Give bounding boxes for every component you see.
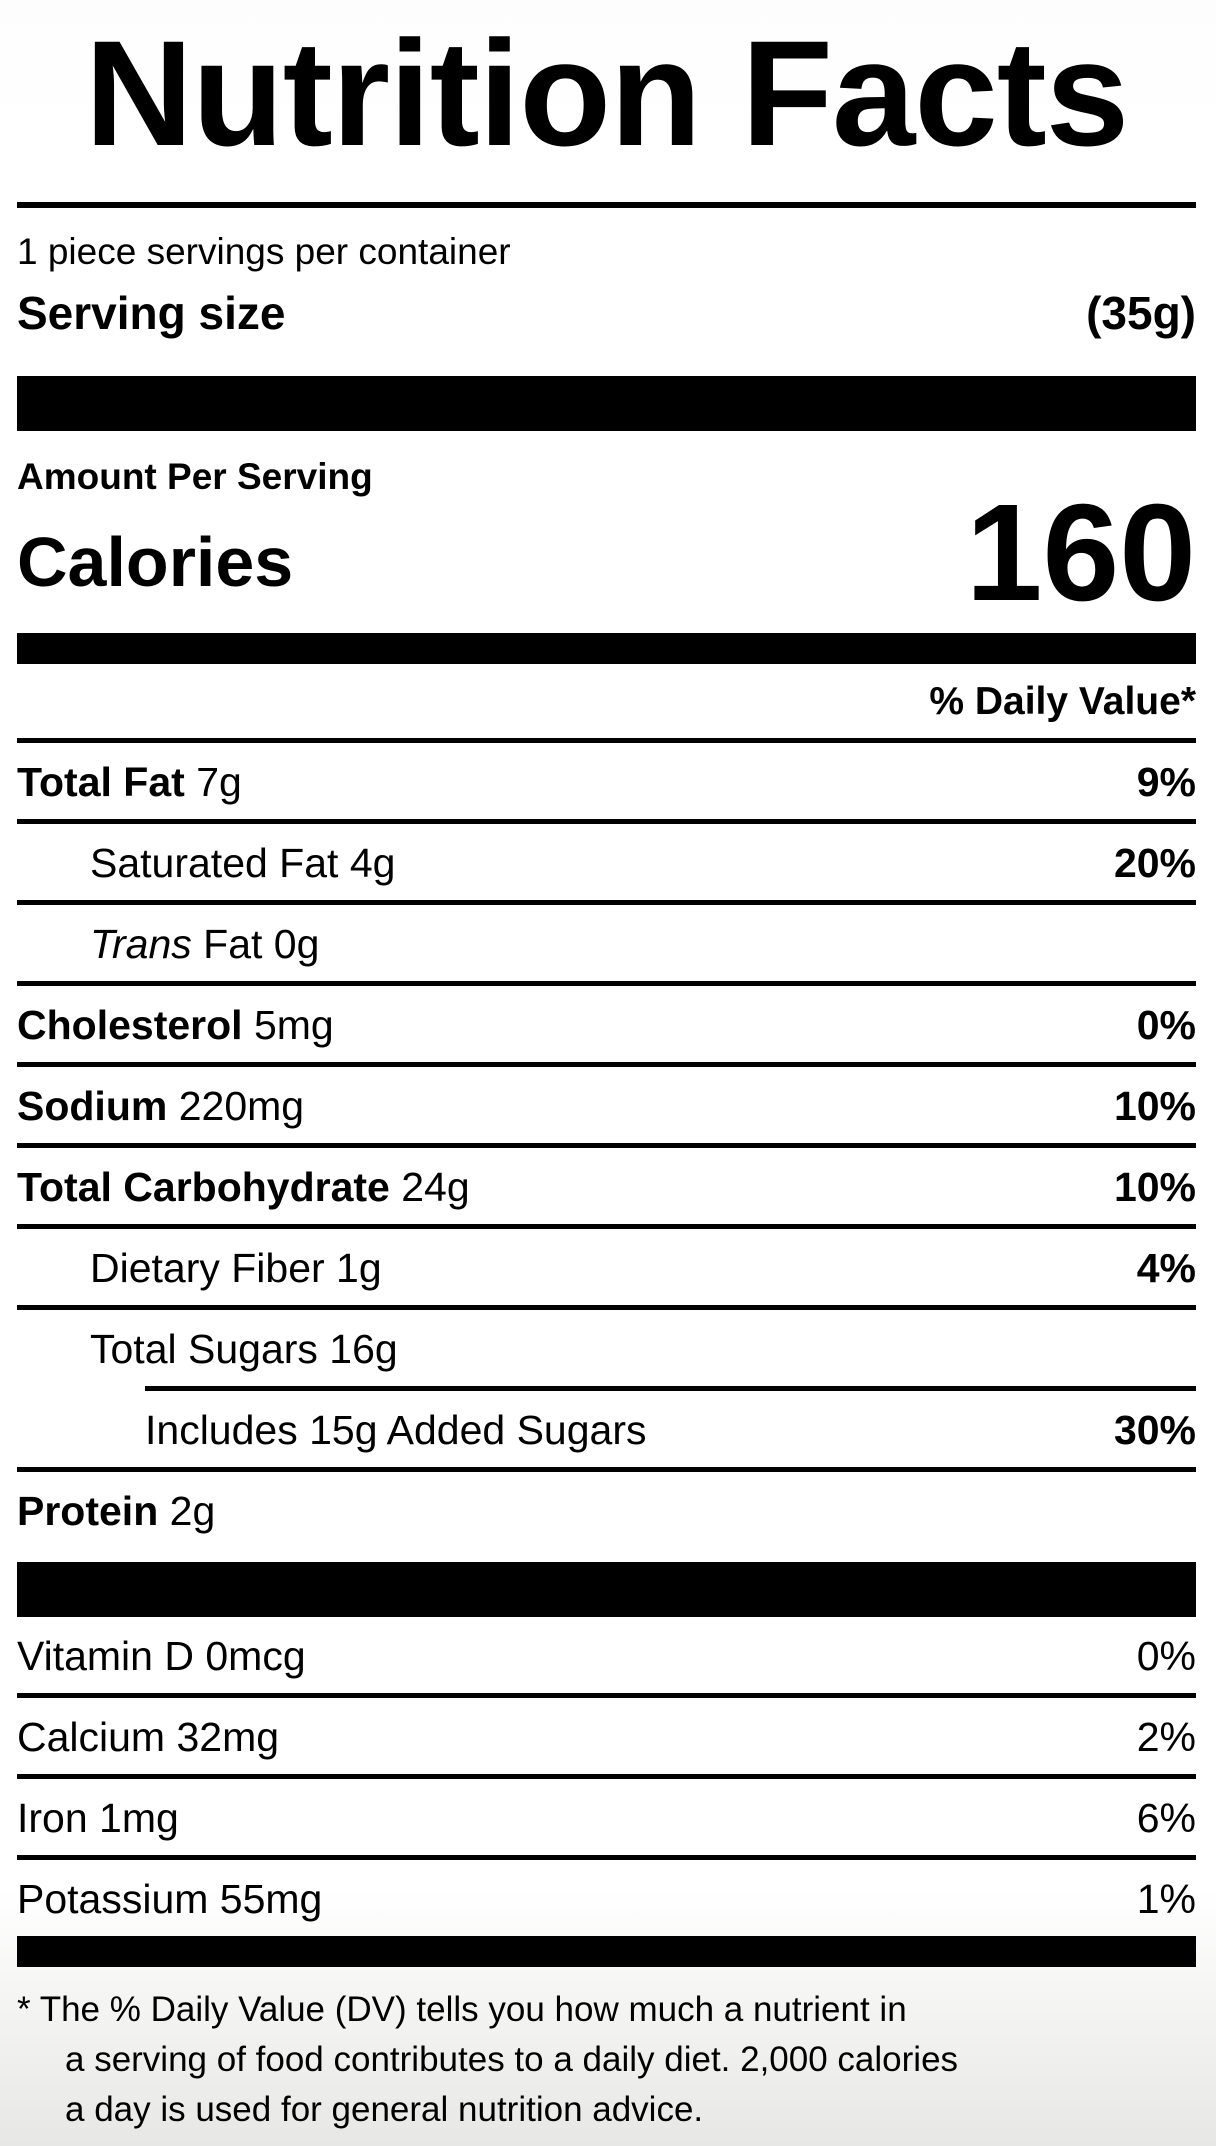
calories-label: Calories bbox=[17, 523, 294, 601]
daily-value-header: % Daily Value* bbox=[929, 680, 1196, 723]
nutrient-name: Trans Fat 0g bbox=[90, 921, 320, 967]
nutrient-row-total-sugars: Total Sugars 16g bbox=[17, 1305, 1196, 1386]
nutrient-row-dietary-fiber: Dietary Fiber 1g 4% bbox=[17, 1224, 1196, 1305]
vitamin-row-calcium: Calcium 32mg 2% bbox=[17, 1693, 1196, 1774]
medium-divider-bar bbox=[17, 633, 1196, 664]
vitamin-row-iron: Iron 1mg 6% bbox=[17, 1774, 1196, 1855]
divider bbox=[17, 202, 1196, 208]
vitamin-daily-value: 6% bbox=[1136, 1795, 1196, 1841]
vitamin-name: Potassium 55mg bbox=[17, 1876, 323, 1922]
nutrient-name: Sodium 220mg bbox=[17, 1083, 305, 1129]
nutrient-row-protein: Protein 2g bbox=[17, 1467, 1196, 1548]
vitamin-name: Iron 1mg bbox=[17, 1795, 179, 1841]
footnote-line: a serving of food contributes to a daily… bbox=[65, 2040, 959, 2079]
nutrient-row-sodium: Sodium 220mg 10% bbox=[17, 1062, 1196, 1143]
vitamin-name: Calcium 32mg bbox=[17, 1714, 280, 1760]
nutrient-name: Includes 15g Added Sugars bbox=[145, 1407, 647, 1453]
nutrient-row-added-sugars: Includes 15g Added Sugars 30% bbox=[17, 1391, 1196, 1467]
nutrient-name: Cholesterol 5mg bbox=[17, 1002, 334, 1048]
vitamin-row-potassium: Potassium 55mg 1% bbox=[17, 1855, 1196, 1936]
vitamin-daily-value: 1% bbox=[1136, 1876, 1196, 1922]
serving-size-label: Serving size bbox=[17, 287, 286, 339]
serving-size-value: (35g) bbox=[1086, 287, 1196, 339]
nutrient-name: Saturated Fat 4g bbox=[90, 840, 396, 886]
nutrient-row-total-carbohydrate: Total Carbohydrate 24g 10% bbox=[17, 1143, 1196, 1224]
nutrient-name: Protein 2g bbox=[17, 1488, 216, 1534]
amount-per-serving-label: Amount Per Serving bbox=[17, 456, 373, 497]
nutrient-daily-value: 10% bbox=[1113, 1164, 1196, 1210]
nutrient-name: Total Fat 7g bbox=[17, 759, 242, 805]
nutrient-daily-value: 20% bbox=[1113, 840, 1196, 886]
nutrient-row-saturated-fat: Saturated Fat 4g 20% bbox=[17, 819, 1196, 900]
thick-divider-bar bbox=[17, 376, 1196, 431]
thick-divider-bar bbox=[17, 1562, 1196, 1617]
nutrient-row-trans-fat: Trans Fat 0g bbox=[17, 900, 1196, 981]
nutrient-daily-value: 0% bbox=[1136, 1002, 1196, 1048]
serving-size-row: Serving size (35g) bbox=[17, 286, 1196, 340]
daily-value-footnote: * The % Daily Value (DV) tells you how m… bbox=[17, 1967, 1196, 2135]
label-title: Nutrition Facts bbox=[84, 9, 1129, 177]
calories-row: Calories 160 bbox=[17, 476, 1196, 630]
nutrient-row-cholesterol: Cholesterol 5mg 0% bbox=[17, 981, 1196, 1062]
footnote-line: * The % Daily Value (DV) tells you how m… bbox=[17, 1990, 907, 2029]
vitamin-row-vitamin-d: Vitamin D 0mcg 0% bbox=[17, 1617, 1196, 1693]
vitamin-daily-value: 0% bbox=[1136, 1633, 1196, 1679]
footnote-line: a day is used for general nutrition advi… bbox=[65, 2090, 704, 2129]
nutrient-row-total-fat: Total Fat 7g 9% bbox=[17, 738, 1196, 819]
nutrient-name: Total Sugars 16g bbox=[90, 1326, 398, 1372]
nutrient-name: Dietary Fiber 1g bbox=[90, 1245, 382, 1291]
nutrient-name: Total Carbohydrate 24g bbox=[17, 1164, 470, 1210]
medium-divider-bar bbox=[17, 1936, 1196, 1967]
nutrient-daily-value: 9% bbox=[1136, 759, 1196, 805]
inset-divider bbox=[145, 1386, 1196, 1391]
nutrient-daily-value: 10% bbox=[1113, 1083, 1196, 1129]
nutrient-daily-value: 30% bbox=[1113, 1407, 1196, 1453]
nutrient-daily-value: 4% bbox=[1136, 1245, 1196, 1291]
vitamin-daily-value: 2% bbox=[1136, 1714, 1196, 1760]
vitamin-name: Vitamin D 0mcg bbox=[17, 1633, 306, 1679]
calories-value: 160 bbox=[965, 476, 1196, 630]
servings-per-container: 1 piece servings per container bbox=[17, 231, 511, 272]
